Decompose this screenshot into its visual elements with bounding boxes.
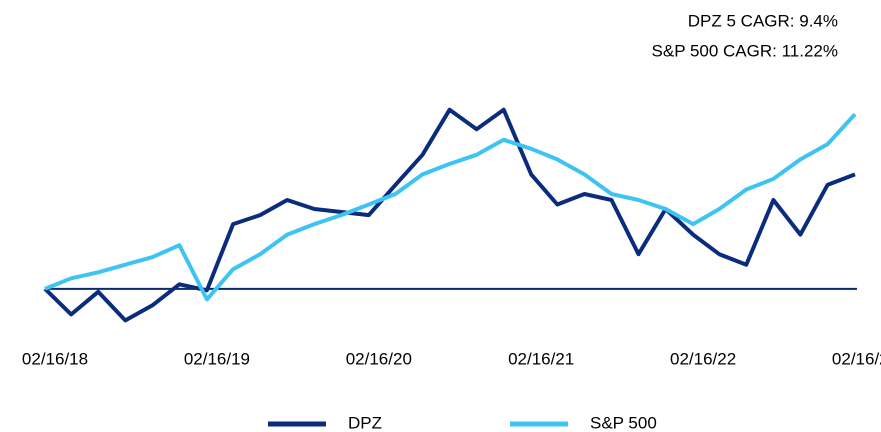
x-tick-label: 02/16/20 bbox=[346, 349, 412, 368]
x-tick-label: 02/16/23 bbox=[832, 349, 881, 368]
x-tick-label: 02/16/22 bbox=[670, 349, 736, 368]
x-tick-label: 02/16/19 bbox=[184, 349, 250, 368]
annotation: DPZ 5 CAGR: 9.4% bbox=[688, 11, 838, 30]
annotation: S&P 500 CAGR: 11.22% bbox=[652, 41, 838, 60]
legend-label: DPZ bbox=[348, 413, 382, 432]
series-line bbox=[43, 107, 856, 323]
x-tick-label: 02/16/21 bbox=[508, 349, 574, 368]
x-tick-label: 02/16/18 bbox=[22, 349, 88, 368]
legend-label: S&P 500 bbox=[590, 413, 657, 432]
series-line bbox=[44, 112, 857, 302]
